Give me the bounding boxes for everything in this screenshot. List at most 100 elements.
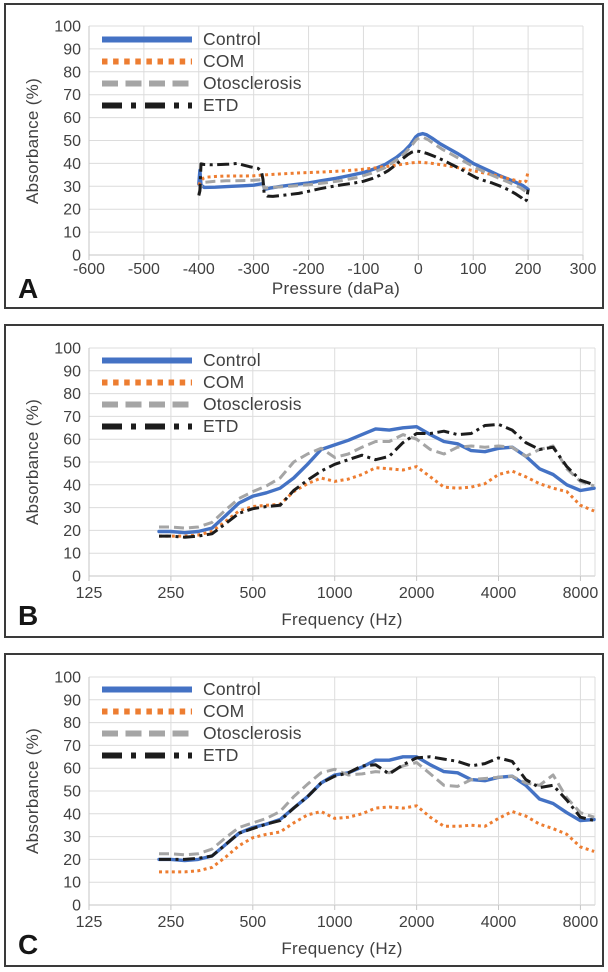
x-tick-label: 4000 (481, 914, 517, 931)
y-tick-label: 30 (63, 829, 81, 846)
series-line-otosclerosis (197, 135, 529, 195)
series-line-etd (159, 422, 595, 539)
y-axis-title: Absorbance (%) (23, 77, 42, 205)
x-tick-label: 8000 (563, 914, 599, 931)
legend-line-sample (102, 401, 192, 407)
legend: Control COM Otosclerosis ETD (102, 678, 302, 766)
legend-item-etd: ETD (102, 94, 302, 116)
x-axis-title: Frequency (Hz) (281, 939, 403, 958)
y-axis-title: Absorbance (%) (23, 398, 42, 526)
legend-line-sample (102, 423, 192, 429)
series-line-etd (197, 149, 530, 203)
x-tick-label: 4000 (481, 585, 517, 602)
legend-line-sample (102, 686, 192, 692)
chart-panel-b: 0 10 20 30 40 50 60 70 80 90 100 125 250 500 1000 2000 4… (4, 324, 604, 638)
x-tick-label: 2000 (399, 585, 435, 602)
x-tick-label: 250 (158, 914, 185, 931)
legend-item-control: Control (102, 28, 302, 50)
series-line-com (159, 465, 595, 538)
x-tick-label: 200 (515, 261, 542, 278)
x-tick-label: 1000 (317, 585, 353, 602)
x-tick-label: -200 (293, 261, 325, 278)
y-tick-label: 40 (63, 156, 81, 173)
y-axis-title: Absorbance (%) (23, 727, 42, 855)
series-line-control (197, 131, 530, 191)
x-tick-label: -500 (128, 261, 160, 278)
panel-letter: B (18, 600, 39, 631)
x-tick-label: 500 (239, 585, 266, 602)
plot-area-b: 0 10 20 30 40 50 60 70 80 90 100 125 250 500 1000 2000 4… (54, 341, 598, 603)
y-tick-label: 80 (63, 715, 81, 732)
y-tick-label: 90 (63, 41, 81, 58)
x-tick-label: 125 (76, 914, 103, 931)
x-tick-label: 125 (76, 585, 103, 602)
legend-line-sample (102, 80, 192, 86)
x-tick-label: 300 (570, 261, 597, 278)
legend-line-sample (102, 752, 192, 758)
y-tick-label: 70 (63, 409, 81, 426)
legend-line-sample (102, 36, 192, 42)
y-tick-label: 90 (63, 363, 81, 380)
y-tick-label: 0 (72, 898, 81, 915)
y-tick-label: 20 (63, 202, 81, 219)
series-line-com (159, 804, 595, 874)
legend-label: Otosclerosis (203, 393, 302, 414)
legend-line-sample (102, 730, 192, 736)
y-tick-label: 90 (63, 692, 81, 709)
x-tick-label: 0 (414, 261, 423, 278)
y-tick-label: 30 (63, 179, 81, 196)
y-tick-label: 50 (63, 455, 81, 472)
y-tick-label: 60 (63, 432, 81, 449)
chart-panel-c: 0 10 20 30 40 50 60 70 80 90 100 125 250 500 1000 2000 4… (4, 653, 604, 967)
legend-label: Control (203, 678, 261, 699)
legend-label: COM (203, 700, 245, 721)
legend-label: COM (203, 371, 245, 392)
panel-letter: C (18, 929, 39, 960)
series-line-otosclerosis (159, 761, 595, 857)
legend-label: Control (203, 28, 261, 49)
legend-line-sample (102, 357, 192, 363)
legend-item-control: Control (102, 349, 302, 371)
legend-label: ETD (203, 744, 239, 765)
panel-letter: A (18, 273, 39, 304)
y-tick-label: 60 (63, 761, 81, 778)
y-tick-label: 40 (63, 806, 81, 823)
legend-line-sample (102, 102, 192, 108)
y-tick-label: 0 (72, 569, 81, 586)
y-tick-label: 10 (63, 225, 81, 242)
y-tick-label: 50 (63, 784, 81, 801)
x-tick-label: 1000 (317, 914, 353, 931)
legend-line-sample (102, 379, 192, 385)
y-tick-label: 70 (63, 87, 81, 104)
legend-label: Control (203, 349, 261, 370)
x-tick-label: -400 (183, 261, 215, 278)
legend-label: ETD (203, 94, 239, 115)
x-tick-label: 250 (158, 585, 185, 602)
legend: Control COM Otosclerosis ETD (102, 349, 302, 437)
legend-label: Otosclerosis (203, 72, 302, 93)
legend-label: ETD (203, 415, 239, 436)
legend-label: COM (203, 50, 245, 71)
y-tick-label: 100 (54, 19, 81, 36)
legend-label: Otosclerosis (203, 722, 302, 743)
legend-line-sample (102, 708, 192, 714)
legend-item-otosclerosis: Otosclerosis (102, 393, 302, 415)
x-tick-label: -600 (73, 261, 105, 278)
x-tick-label: -300 (238, 261, 270, 278)
legend-item-com: COM (102, 371, 302, 393)
x-axis-title: Frequency (Hz) (281, 610, 403, 629)
legend-item-com: COM (102, 50, 302, 72)
legend-item-etd: ETD (102, 415, 302, 437)
plot-area-c: 0 10 20 30 40 50 60 70 80 90 100 125 250 500 1000 2000 4… (54, 670, 599, 932)
y-tick-label: 70 (63, 738, 81, 755)
y-tick-label: 20 (63, 852, 81, 869)
x-tick-label: 500 (239, 914, 266, 931)
legend-item-com: COM (102, 700, 302, 722)
y-tick-label: 30 (63, 500, 81, 517)
legend-item-etd: ETD (102, 744, 302, 766)
series-line-otosclerosis (159, 433, 595, 530)
series-line-control (157, 425, 596, 535)
legend-item-control: Control (102, 678, 302, 700)
plot-area-a: 0 10 20 30 40 50 60 70 80 90 100 -600 -500 -400 -300 -2… (54, 19, 597, 279)
